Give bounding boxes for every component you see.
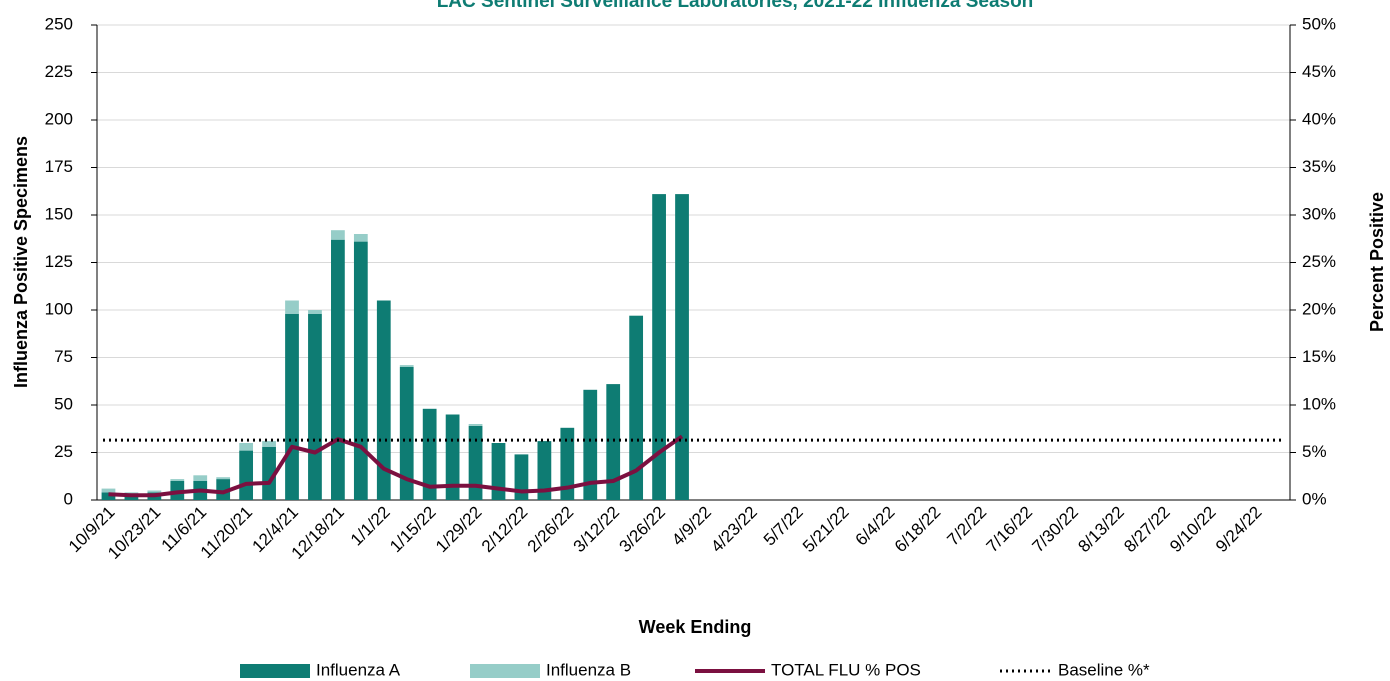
y-tick-label: 100 [45,299,73,318]
x-tick-label: 5/21/22 [799,503,853,557]
bar [353,234,368,242]
x-tick-label: 4/23/22 [707,503,761,557]
bar [308,310,322,314]
bar [560,427,575,500]
bar [399,365,414,367]
y-tick-label: 250 [45,14,73,33]
x-tick-label: 2/26/22 [524,503,578,557]
bar [216,479,231,500]
y-tick-label: 225 [45,62,73,81]
bar [285,300,299,314]
bar [308,313,322,500]
bar [331,239,345,500]
y2-tick-label: 50% [1302,14,1336,33]
legend-label: Baseline %* [1058,660,1150,679]
x-tick-label: 8/13/22 [1074,503,1128,557]
y2-tick-label: 40% [1302,109,1336,128]
bar [468,424,483,426]
legend-label: TOTAL FLU % POS [771,660,921,679]
y2-tick-label: 25% [1302,252,1336,271]
y-tick-label: 0 [64,489,73,508]
bar [583,389,598,500]
y-tick-label: 25 [54,442,73,461]
y2-tick-label: 15% [1302,347,1336,366]
bar [514,454,529,500]
legend-label: Influenza A [316,660,401,679]
y-axis-title: Influenza Positive Specimens [11,136,31,388]
y-tick-label: 150 [45,204,73,223]
bar [652,194,666,500]
bar [285,313,299,500]
y2-axis-title: Percent Positive [1367,192,1387,332]
legend-swatch [470,664,540,678]
x-tick-label: 1/29/22 [432,503,486,557]
y-tick-label: 75 [54,347,73,366]
x-tick-label: 8/27/22 [1120,503,1174,557]
x-axis-title: Week Ending [639,617,752,637]
y2-tick-label: 10% [1302,394,1336,413]
x-tick-label: 3/12/22 [570,503,624,557]
y2-tick-label: 5% [1302,442,1327,461]
bar [629,315,644,500]
bar [376,300,391,500]
bar [239,443,254,451]
bar [262,446,276,500]
bar [445,414,460,500]
x-tick-label: 7/30/22 [1028,503,1082,557]
x-tick-label: 2/12/22 [478,503,532,557]
bar [491,443,506,500]
bar [101,488,116,493]
bar [399,367,414,500]
y-tick-label: 200 [45,109,73,128]
bar [353,241,368,500]
x-tick-label: 9/24/22 [1212,503,1266,557]
y2-tick-label: 30% [1302,204,1336,223]
y-tick-label: 175 [45,157,73,176]
legend-swatch [240,664,310,678]
bar [147,490,162,493]
bar [239,450,254,500]
line [108,434,684,498]
y2-tick-label: 45% [1302,62,1336,81]
bar [331,230,345,240]
bar [262,441,276,447]
bar [675,194,689,500]
bar [170,479,185,481]
x-tick-label: 6/18/22 [891,503,945,557]
bar [606,384,621,500]
y2-tick-label: 0% [1302,489,1327,508]
y2-tick-label: 20% [1302,299,1336,318]
bar [216,477,231,480]
x-tick-label: 7/16/22 [983,503,1037,557]
y-tick-label: 50 [54,394,73,413]
legend-label: Influenza B [546,660,631,679]
x-tick-label: 9/10/22 [1166,503,1220,557]
y2-tick-label: 35% [1302,157,1336,176]
bar [193,475,208,481]
bar [537,441,552,500]
y-tick-label: 125 [45,252,73,271]
x-tick-label: 1/15/22 [386,503,440,557]
chart-title: LAC Sentinel Surveillance Laboratories, … [437,0,1034,12]
bar [468,425,483,500]
x-tick-label: 3/26/22 [616,503,670,557]
bar [422,408,437,500]
